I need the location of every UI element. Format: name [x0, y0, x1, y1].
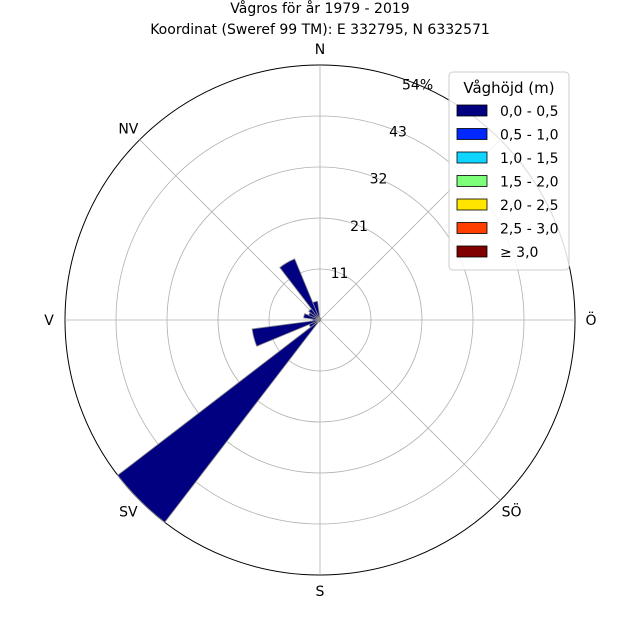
- legend-swatch: [456, 104, 488, 117]
- sector-bar: [117, 319, 321, 523]
- direction-label: SÖ: [502, 503, 522, 521]
- direction-label: S: [316, 584, 325, 600]
- legend-swatch: [456, 198, 488, 211]
- legend-label: 2,0 - 2,5: [500, 198, 558, 214]
- legend-frame: [448, 71, 570, 271]
- radial-tick-label: 21: [350, 219, 368, 235]
- direction-label: N: [315, 42, 325, 58]
- legend-label: 0,0 - 0,5: [500, 104, 558, 120]
- legend-label: 1,5 - 2,0: [500, 175, 558, 191]
- direction-label: Ö: [585, 311, 596, 329]
- sector-bar: [312, 300, 321, 321]
- legend-title: Våghöjd (m): [463, 79, 554, 97]
- radial-tick-labels: 11 21 32 43 54%: [331, 77, 434, 281]
- sector-bar: [279, 258, 321, 321]
- radial-tick-label: 32: [370, 172, 388, 188]
- legend-swatch: [456, 128, 488, 140]
- legend-label: 2,5 - 3,0: [500, 222, 558, 238]
- radial-tick-label: 11: [331, 266, 349, 282]
- direction-label: SV: [119, 505, 138, 521]
- legend-swatch: [456, 222, 488, 234]
- chart-title: Vågros för år 1979 - 2019: [230, 0, 409, 17]
- radial-tick-label: 43: [389, 125, 407, 141]
- direction-label: NV: [118, 121, 138, 137]
- legend-swatch: [456, 151, 488, 164]
- legend-swatch: [456, 175, 488, 187]
- direction-label: V: [44, 313, 54, 329]
- legend-label: 1,0 - 1,5: [500, 151, 558, 167]
- legend-swatch: [456, 245, 488, 258]
- chart-subtitle: Koordinat (Sweref 99 TM): E 332795, N 63…: [150, 22, 490, 38]
- legend-entries: 0,0 - 0,5 0,5 - 1,0 1,0 - 1,5 1,5 - 2,0 2,0 …: [456, 104, 558, 261]
- legend-label: 0,5 - 1,0: [500, 128, 558, 144]
- grid-spoke: [139, 139, 321, 321]
- grid-spoke: [319, 319, 501, 501]
- radial-tick-label: 54%: [402, 77, 433, 93]
- legend: Våghöjd (m) 0,0 - 0,5 0,5 - 1,0 1,0 - 1,5 1…: [448, 71, 570, 271]
- sector-bar: [251, 319, 321, 347]
- legend-label: ≥ 3,0: [500, 245, 538, 261]
- sector-bars: [117, 258, 322, 523]
